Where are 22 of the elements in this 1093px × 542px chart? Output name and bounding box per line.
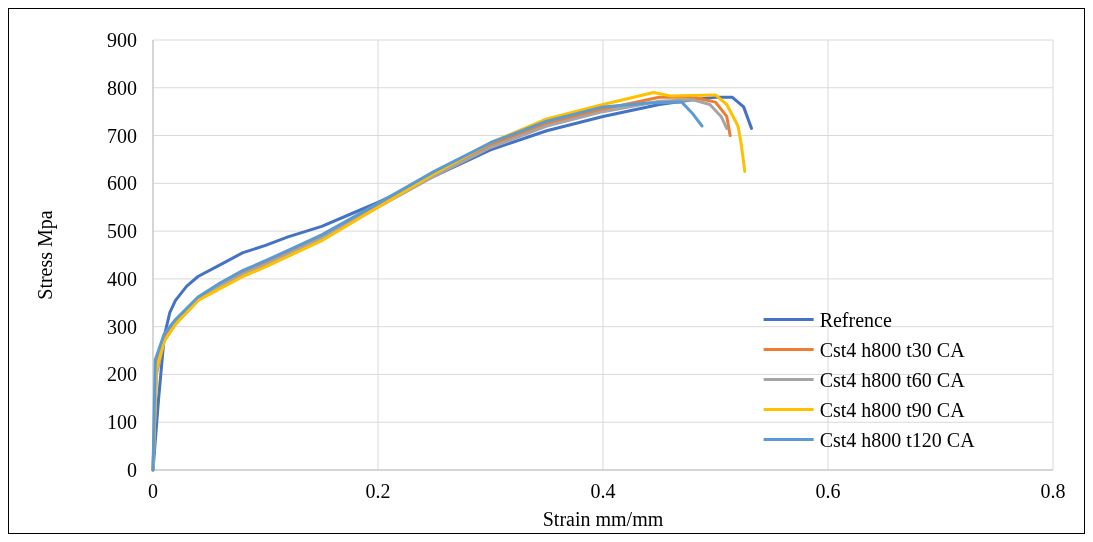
- legend-label: Cst4 h800 t90 CA: [819, 398, 966, 421]
- y-axis-title: Stress Mpa: [34, 210, 57, 300]
- y-tick-label: 200: [107, 363, 137, 386]
- y-tick-label: 400: [107, 267, 137, 290]
- y-tick-label: 100: [107, 411, 137, 434]
- legend-label: Cst4 h800 t120 CA: [819, 428, 976, 451]
- legend-label: Cst4 h800 t30 CA: [819, 338, 966, 361]
- y-tick-label: 600: [107, 172, 137, 195]
- x-tick-label: 0.6: [815, 480, 841, 502]
- legend-label: Refrence: [819, 308, 892, 331]
- x-tick-label: 0.8: [1040, 480, 1066, 502]
- y-tick-label: 0: [127, 459, 137, 481]
- y-tick-label: 900: [107, 29, 137, 51]
- x-axis-title: Strain mm/mm: [542, 508, 664, 530]
- x-tick-label: 0.2: [365, 480, 391, 502]
- x-tick-label: 0: [148, 480, 158, 502]
- x-tick-label: 0.4: [590, 480, 616, 502]
- legend-label: Cst4 h800 t60 CA: [819, 368, 966, 391]
- y-tick-label: 700: [107, 124, 137, 147]
- y-tick-label: 800: [107, 76, 137, 99]
- y-tick-label: 300: [107, 315, 137, 338]
- y-tick-label: 500: [107, 220, 137, 243]
